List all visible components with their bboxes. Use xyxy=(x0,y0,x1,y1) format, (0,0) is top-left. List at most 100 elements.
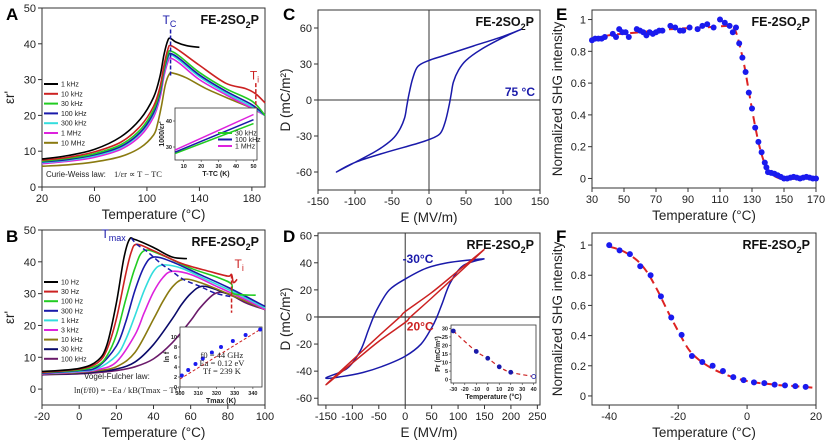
inset-y-tick-label: 4 xyxy=(174,365,178,371)
data-point xyxy=(680,27,687,34)
legend-label: 1 kHz xyxy=(61,82,79,89)
data-point xyxy=(736,40,743,47)
x-tick-label: -50 xyxy=(371,411,387,423)
tc-subscript: C xyxy=(170,19,177,29)
legend-label: 30 kHz xyxy=(61,101,83,108)
sample-label-subscript: 2 xyxy=(521,22,526,32)
series-75c xyxy=(335,28,522,173)
plot-frame xyxy=(591,9,817,189)
inset-y-tick-label: 25 xyxy=(442,335,448,341)
y-tick-label: -60 xyxy=(296,167,312,179)
x-tick-label: 100 xyxy=(256,411,274,423)
y-tick-label: 0 xyxy=(580,173,586,185)
data-point xyxy=(613,34,619,41)
x-tick-label: 100 xyxy=(494,196,512,208)
x-tick-label: 40 xyxy=(147,411,159,423)
tmax-label: Tmax xyxy=(101,227,126,243)
axes-F: -40 -20 0 20 0 0.2 0.4 0.6 0.8 1 Temperature (°C) N… xyxy=(550,227,822,440)
series-10mhz xyxy=(41,71,266,168)
inset-y-tick-label: 0 xyxy=(174,385,177,391)
y-tick-label: 0.2 xyxy=(571,361,586,373)
series-10hz xyxy=(41,237,188,373)
inset-y-tick-label: 0 xyxy=(445,378,448,384)
panel-letter: D xyxy=(283,227,295,246)
data-point xyxy=(694,26,701,33)
inset-x-tick-label: 10 xyxy=(496,387,502,393)
inset-x-axis-label: Temperature (°C) xyxy=(465,393,521,401)
fit-line xyxy=(591,24,817,181)
y-tick-label: 40 xyxy=(24,39,36,51)
data-point xyxy=(601,34,608,41)
x-axis-label: E (MV/m) xyxy=(401,425,458,440)
sample-label-part: P xyxy=(251,235,259,249)
panel-letter: A xyxy=(6,5,18,24)
inset-x-tick-label: 40 xyxy=(531,387,537,393)
data-point xyxy=(733,24,739,31)
y-tick-label: 10 xyxy=(24,352,36,364)
legend-label: 10 Hz xyxy=(61,280,80,287)
x-tick-label: 0 xyxy=(402,411,408,423)
series-label-neg30: -30°C xyxy=(403,252,434,266)
y-tick-label: 50 xyxy=(24,3,36,15)
data-point xyxy=(761,380,768,387)
inset-data-point xyxy=(186,368,191,372)
data-point xyxy=(740,377,747,384)
curie-weiss-formula: 1/εr ∝ T − TC xyxy=(114,169,162,179)
inset-data-point xyxy=(485,355,491,361)
inset-x-tick-label: 20 xyxy=(198,164,204,170)
x-tick-label: 0 xyxy=(76,411,82,423)
data-point xyxy=(625,34,632,41)
inset-B: 300 310 320 330 340 0 2 4 6 8 10 Tmax (K) ln f f0 = 4… xyxy=(164,326,263,405)
data-point xyxy=(802,383,809,390)
series-300hz xyxy=(41,256,266,374)
data-point xyxy=(616,247,623,254)
series-label-20: 20°C xyxy=(407,320,434,334)
inset-x-tick-label: 310 xyxy=(194,391,203,397)
vogel-fulcher-label: Vogel-Fulcher law: xyxy=(84,372,150,381)
x-tick-label: -100 xyxy=(341,411,363,423)
legend-label: 10 MHz xyxy=(61,140,86,147)
x-tick-label: 80 xyxy=(222,411,234,423)
y-axis-label: D (mC/m²) xyxy=(278,69,293,132)
inset-data-point xyxy=(508,369,514,375)
x-tick-label: 100 xyxy=(449,411,467,423)
data-point xyxy=(742,68,749,75)
data-point xyxy=(719,368,726,375)
data-point xyxy=(672,24,679,31)
y-tick-label: 0 xyxy=(30,384,36,396)
y-tick-label: 0.6 xyxy=(571,78,586,90)
x-tick-label: 150 xyxy=(775,194,793,206)
x-axis-label: Temperature (°C) xyxy=(102,207,206,222)
x-tick-label: 150 xyxy=(475,411,493,423)
panel-letter: F xyxy=(556,227,566,246)
x-tick-label: 50 xyxy=(426,411,438,423)
sample-label: FE-2SO2P xyxy=(751,15,810,32)
tc-label: TC xyxy=(163,13,177,29)
y-tick-label: 1 xyxy=(580,240,586,252)
inset-x-tick-label: 10 xyxy=(181,164,187,170)
inset-x-tick-label: 0 xyxy=(486,387,489,393)
data-point xyxy=(813,175,819,182)
sample-label-subscript: 2 xyxy=(797,22,802,32)
axes-C: -150 -100 -50 0 50 100 150 -60 -30 0 30 60 E (MV/m) D… xyxy=(278,5,549,225)
legend-label: 100 kHz xyxy=(61,356,87,363)
y-tick-label: -30 xyxy=(296,131,312,143)
sample-label-part: P xyxy=(526,15,534,29)
data-point xyxy=(699,22,706,29)
data-point xyxy=(752,124,759,131)
x-tick-label: -150 xyxy=(315,411,337,423)
data-point xyxy=(758,149,765,156)
sample-label-part: FE-2SO xyxy=(751,15,796,29)
inset-data-point xyxy=(209,350,214,355)
data-point xyxy=(606,242,613,249)
inset-data-point xyxy=(473,349,479,354)
inset-open-point xyxy=(531,374,537,379)
inset-x-tick-label: 20 xyxy=(508,387,514,393)
axes-A: 20 60 100 140 180 0 10 20 30 40 50 Temperature (°C)… xyxy=(2,3,266,222)
sample-label-part: P xyxy=(802,15,810,29)
legend-label: 10 kHz xyxy=(61,337,83,344)
x-tick-label: 30 xyxy=(586,194,598,206)
x-tick-label: 60 xyxy=(88,193,100,205)
inset-series xyxy=(174,122,254,155)
